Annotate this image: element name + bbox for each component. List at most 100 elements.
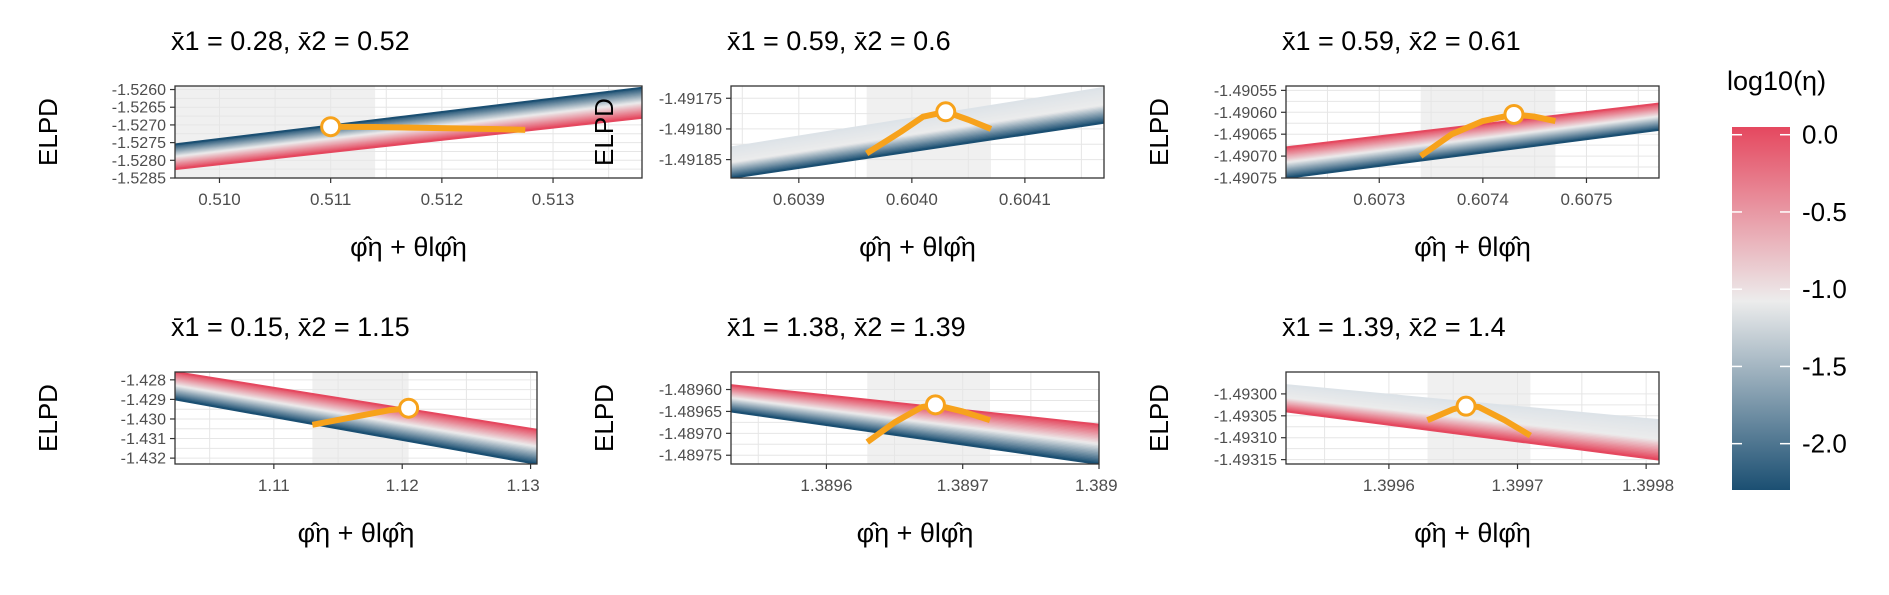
x-axis-label: φ̂η + θlφ̂η [298, 518, 415, 548]
y-tick-label: -1.429 [121, 392, 166, 409]
fan-strip [731, 112, 1104, 171]
y-tick-label: -1.49055 [1214, 83, 1277, 100]
fan-bottom-edge [731, 121, 1104, 178]
fan-bottom-edge [175, 398, 537, 464]
fan-top-edge [731, 384, 1099, 426]
y-tick-label: -1.49180 [659, 121, 722, 138]
y-axis-label: ELPD [1144, 384, 1174, 452]
y-axis-label: ELPD [1144, 98, 1174, 166]
facet-panel-3: -1.49055 -1.49060 -1.49065 -1.49070 -1.49075… [1144, 26, 1660, 262]
y-tick-label: -1.48970 [659, 426, 722, 443]
x-tick-label: 0.513 [532, 190, 575, 209]
y-tick-label: -1.428 [121, 372, 166, 389]
fan-top-edge [175, 372, 537, 431]
x-tick-label: 0.6073 [1353, 190, 1405, 209]
optimum-point [1455, 395, 1477, 417]
panel-border [1285, 85, 1660, 179]
color-legend: 0.0 -0.5 -1.0 -1.5 -2.0 log10(η) [1727, 66, 1847, 490]
facet-title: x̄1 = 1.39, x̄2 = 1.4 [1282, 312, 1506, 342]
y-tick-label: -1.5265 [112, 100, 166, 117]
panel-border [174, 85, 643, 179]
fan-bottom-edge [731, 410, 1099, 464]
fan-strip [731, 111, 1104, 170]
panel-plot-area [731, 86, 1104, 178]
fan-strip [731, 118, 1104, 177]
y-tick-label: -1.431 [121, 431, 166, 448]
fan-strip [731, 115, 1104, 173]
y-tick-label: -1.49065 [1214, 127, 1277, 144]
panel-plot-area [731, 372, 1099, 464]
panel-border [174, 371, 538, 465]
fan-top-edge [175, 86, 642, 146]
y-tick-label: -1.49060 [1214, 105, 1277, 122]
facet-panel-2: -1.49175 -1.49180 -1.49185 0.6039 0.6040 0.60… [589, 26, 1105, 262]
y-tick-label: -1.432 [121, 451, 166, 468]
colorbar-tick-label: -2.0 [1802, 429, 1847, 459]
optimum-point [924, 394, 946, 416]
x-tick-label: 1.3896 [800, 476, 852, 495]
y-tick-label: -1.48975 [659, 448, 722, 465]
y-tick-label: -1.49305 [1214, 408, 1277, 425]
elpd-curve [865, 108, 993, 157]
x-tick-label: 0.6041 [999, 190, 1051, 209]
colorbar [1732, 127, 1790, 490]
optimum-point [320, 116, 342, 138]
x-tick-label: 1.3997 [1492, 476, 1544, 495]
y-axis-label: ELPD [33, 384, 63, 452]
x-tick-label: 1.389 [1075, 476, 1118, 495]
panel-border [1285, 371, 1660, 465]
x-axis-label: φ̂η + θlφ̂η [350, 232, 467, 262]
facet-title: x̄1 = 0.59, x̄2 = 0.6 [727, 26, 951, 56]
facet-panel-5: -1.48960 -1.48965 -1.48970 -1.48975 1.3896 1.… [589, 312, 1118, 548]
x-tick-label: 1.12 [386, 476, 419, 495]
x-tick-label: 1.3897 [937, 476, 989, 495]
optimum-point [935, 101, 957, 123]
panel-plot-area [1286, 86, 1659, 178]
colorbar-tick-label: 0.0 [1802, 120, 1838, 150]
panel-border [730, 85, 1105, 179]
x-axis-label: φ̂η + θlφ̂η [1414, 232, 1531, 262]
fan-strip [731, 116, 1104, 174]
x-tick-label: 0.6075 [1560, 190, 1612, 209]
x-tick-label: 1.13 [507, 476, 540, 495]
colorbar-tick-label: -0.5 [1802, 197, 1847, 227]
y-tick-label: -1.49070 [1214, 149, 1277, 166]
y-tick-label: -1.49315 [1214, 452, 1277, 469]
x-tick-label: 1.3996 [1363, 476, 1415, 495]
x-tick-label: 0.512 [421, 190, 464, 209]
fan-bottom-edge [1286, 128, 1659, 178]
x-axis-label: φ̂η + θlφ̂η [859, 232, 976, 262]
x-tick-label: 0.6039 [773, 190, 825, 209]
x-axis-label: φ̂η + θlφ̂η [857, 518, 974, 548]
facet-title: x̄1 = 1.38, x̄2 = 1.39 [727, 312, 966, 342]
facet-title: x̄1 = 0.59, x̄2 = 0.61 [1282, 26, 1521, 56]
fan-strip [731, 98, 1104, 159]
y-tick-label: -1.5275 [112, 135, 166, 152]
y-tick-label: -1.48965 [659, 404, 722, 421]
x-tick-label: 1.11 [258, 476, 290, 495]
x-tick-label: 0.511 [310, 190, 351, 209]
x-tick-label: 0.510 [198, 190, 241, 209]
y-tick-label: -1.49185 [659, 152, 722, 169]
fan-strip [731, 100, 1104, 160]
y-tick-label: -1.49300 [1214, 386, 1277, 403]
fan-strip [731, 97, 1104, 158]
y-tick-label: -1.49075 [1214, 171, 1277, 188]
y-tick-label: -1.430 [121, 411, 166, 428]
fan-strip [731, 119, 1104, 178]
facet-title: x̄1 = 0.28, x̄2 = 0.52 [171, 26, 410, 56]
x-tick-label: 1.3998 [1622, 476, 1674, 495]
fan-bottom-edge [1286, 410, 1659, 461]
colorbar-tick-label: -1.5 [1802, 351, 1847, 381]
x-tick-label: 0.6040 [886, 190, 938, 209]
x-tick-label: 0.6074 [1457, 190, 1509, 209]
y-tick-label: -1.48960 [659, 382, 722, 399]
fan-strip [731, 96, 1104, 157]
optimum-point [1503, 103, 1525, 125]
y-tick-label: -1.5280 [112, 153, 166, 170]
panel-plot-area [175, 86, 642, 178]
y-axis-label: ELPD [589, 98, 619, 166]
fan-strip [731, 108, 1104, 168]
